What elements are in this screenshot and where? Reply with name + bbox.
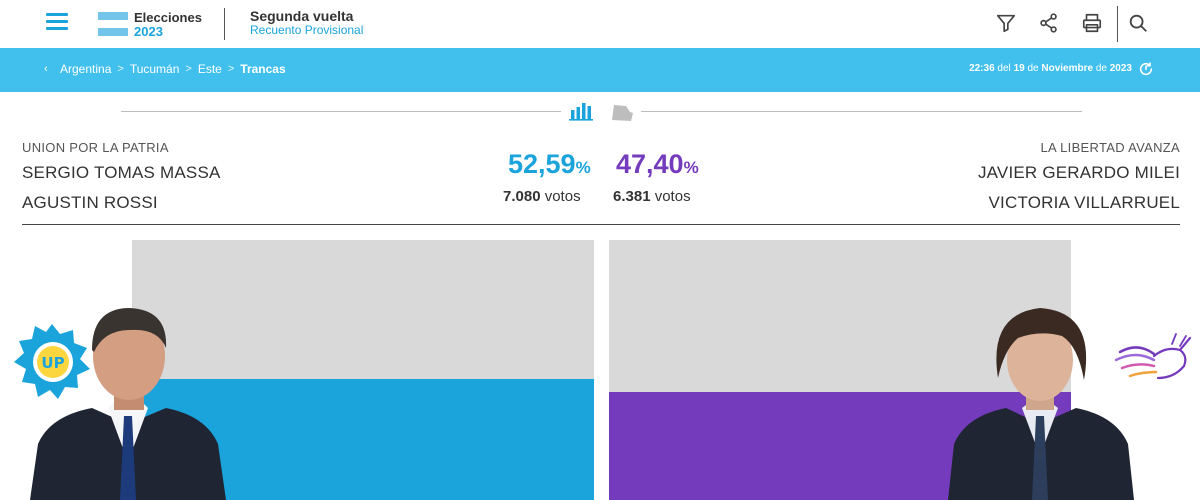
candidate-vice-right: VICTORIA VILLARRUEL <box>988 193 1180 212</box>
percent-right-value: 47,40 <box>616 149 684 179</box>
bar-chart-view-icon[interactable] <box>568 101 594 121</box>
timestamp-de: de <box>1027 63 1039 74</box>
votes-right: 6.381 votos <box>613 188 691 205</box>
breadcrumb-separator: > <box>185 63 192 75</box>
party-name-right: LA LIBERTAD AVANZA <box>1040 140 1180 155</box>
logo-text-elecciones: Elecciones <box>134 10 202 25</box>
up-party-logo: UP <box>10 322 94 402</box>
breadcrumb-item-argentina[interactable]: Argentina <box>60 62 112 76</box>
filter-icon[interactable] <box>995 12 1017 34</box>
timestamp-year: 2023 <box>1109 63 1132 74</box>
votes-right-label: votos <box>654 188 691 205</box>
candidate-vice-left: AGUSTIN ROSSI <box>22 193 158 212</box>
percent-right: 47,40% <box>616 149 699 180</box>
timestamp-month: Noviembre <box>1041 63 1094 74</box>
breadcrumb-separator: > <box>117 63 124 75</box>
share-icon[interactable] <box>1038 12 1060 34</box>
hamburger-menu-icon[interactable] <box>46 13 68 33</box>
party-name-left: UNION POR LA PATRIA <box>22 140 169 155</box>
votes-left-label: votos <box>544 188 581 205</box>
percent-left-value: 52,59 <box>508 149 576 179</box>
votes-right-count: 6.381 <box>613 188 651 205</box>
percent-right-symbol: % <box>683 158 699 177</box>
breadcrumb-item-tucuman[interactable]: Tucumán <box>129 62 180 76</box>
logo-text-year: 2023 <box>134 24 163 39</box>
top-header: Elecciones 2023 Segunda vuelta Recuento … <box>0 0 1200 48</box>
refresh-icon[interactable] <box>1138 61 1154 77</box>
timestamp-de: de <box>1095 63 1107 74</box>
page-title: Segunda vuelta <box>250 8 354 24</box>
breadcrumb-bar: ‹ Argentina > Tucumán > Este > Trancas 2… <box>0 48 1200 92</box>
print-icon[interactable] <box>1081 12 1103 34</box>
timestamp-del: del <box>997 63 1011 74</box>
candidate-president-left: SERGIO TOMAS MASSA <box>22 163 221 182</box>
results-divider <box>22 224 1180 225</box>
votes-left: 7.080 votos <box>503 188 581 205</box>
breadcrumb: ‹ Argentina > Tucumán > Este > Trancas <box>44 62 286 76</box>
breadcrumb-separator: > <box>227 63 235 75</box>
percent-left-symbol: % <box>575 158 591 177</box>
argentina-flag-icon <box>98 12 128 36</box>
toolbar-divider <box>1117 6 1118 42</box>
breadcrumb-current: Trancas <box>240 62 286 76</box>
percent-left: 52,59% <box>508 149 591 180</box>
up-badge-text: UP <box>41 354 64 372</box>
view-divider-right <box>641 111 1082 112</box>
back-icon[interactable]: ‹ <box>44 63 48 75</box>
timestamp-time: 22:36 <box>969 63 995 74</box>
breadcrumb-item-este[interactable]: Este <box>197 62 222 76</box>
votes-left-count: 7.080 <box>503 188 541 205</box>
search-icon[interactable] <box>1127 12 1149 34</box>
lla-party-logo <box>1110 332 1194 396</box>
elecciones-logo[interactable]: Elecciones 2023 <box>96 8 206 40</box>
map-view-icon[interactable] <box>610 102 636 122</box>
candidate-photo-right <box>948 306 1134 500</box>
candidate-president-right: JAVIER GERARDO MILEI <box>977 163 1180 182</box>
timestamp-day: 19 <box>1013 63 1025 74</box>
page-subtitle: Recuento Provisional <box>250 23 364 37</box>
view-divider-left <box>121 111 561 112</box>
update-timestamp: 22:36 del 19 de Noviembre de 2023 <box>969 63 1132 74</box>
candidate-photo-left <box>30 304 226 500</box>
header-divider <box>224 8 225 40</box>
